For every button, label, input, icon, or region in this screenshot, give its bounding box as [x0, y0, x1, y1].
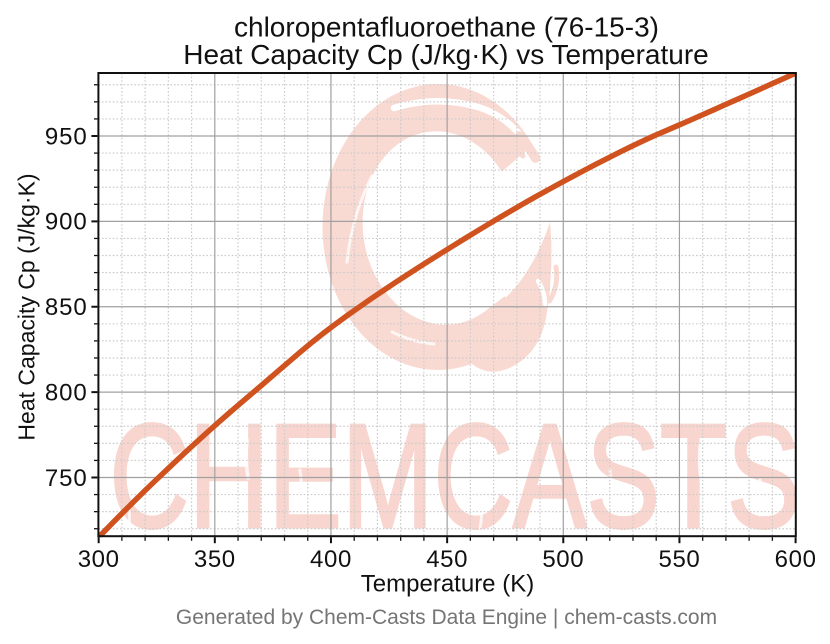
- svg-text:900: 900: [45, 209, 88, 236]
- svg-text:550: 550: [659, 546, 701, 573]
- svg-text:500: 500: [542, 546, 584, 573]
- svg-text:800: 800: [45, 379, 88, 406]
- svg-text:850: 850: [45, 294, 88, 321]
- svg-text:Heat Capacity Cp (J/kg·K) vs T: Heat Capacity Cp (J/kg·K) vs Temperature: [183, 39, 708, 70]
- svg-text:Temperature (K): Temperature (K): [361, 570, 534, 597]
- svg-text:750: 750: [45, 465, 88, 492]
- svg-text:350: 350: [194, 546, 236, 573]
- svg-text:300: 300: [78, 546, 120, 573]
- svg-text:Generated by Chem-Casts Data E: Generated by Chem-Casts Data Engine | ch…: [176, 606, 717, 629]
- svg-text:600: 600: [775, 546, 817, 573]
- svg-text:450: 450: [426, 546, 468, 573]
- svg-text:chloropentafluoroethane (76-15: chloropentafluoroethane (76-15-3): [234, 12, 659, 43]
- svg-text:950: 950: [45, 123, 88, 150]
- svg-text:CHEMCASTS: CHEMCASTS: [110, 394, 801, 559]
- svg-text:400: 400: [310, 546, 352, 573]
- svg-text:Heat Capacity Cp (J/kg·K): Heat Capacity Cp (J/kg·K): [14, 173, 40, 440]
